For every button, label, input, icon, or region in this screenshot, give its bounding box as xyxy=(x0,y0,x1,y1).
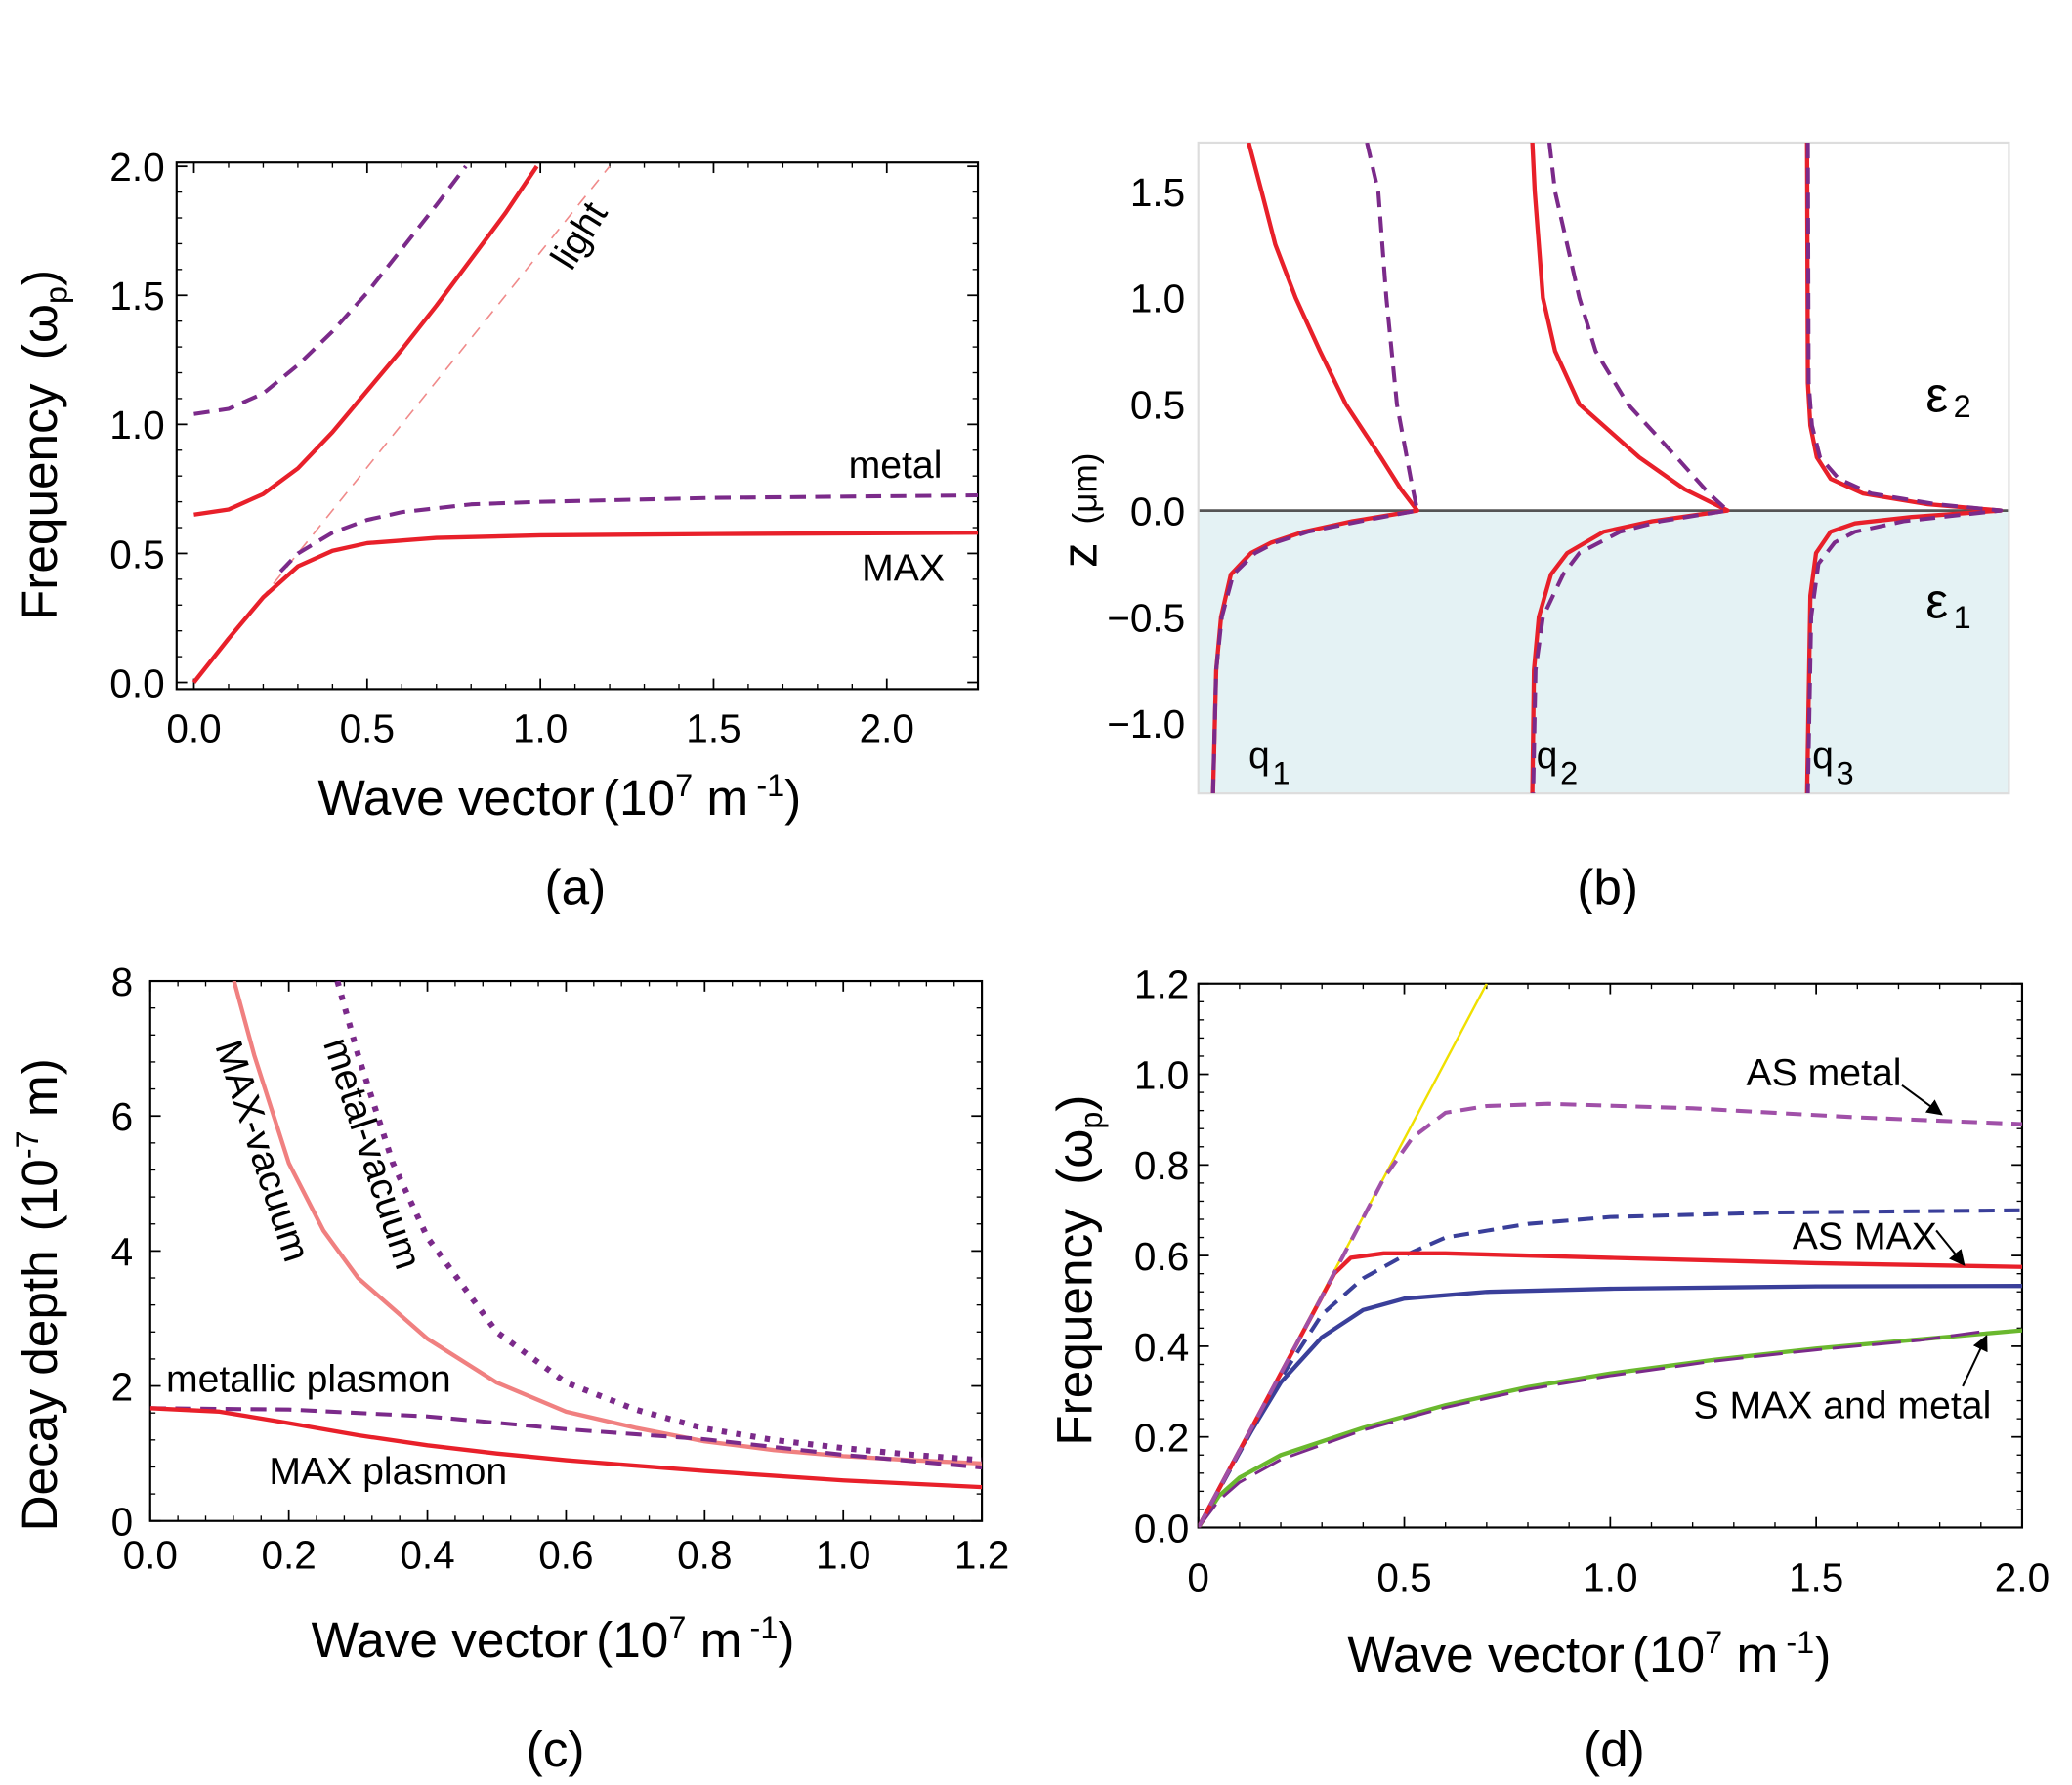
y-tick-label: 0.5 xyxy=(1130,383,1185,428)
panel-a: 0.0 0.5 1.0 1.5 2.0 0.0 0.5 1.0 1.5 2.0 xyxy=(109,145,980,750)
annotation-max: MAX xyxy=(862,548,945,590)
x-tick-label: 0.4 xyxy=(400,1532,454,1577)
y-tick-label: 0.0 xyxy=(1130,489,1185,533)
panel-d: 0 0.5 1.0 1.5 2.0 0.0 0.2 0.4 0.6 0.8 1.0 1.2 xyxy=(1134,962,2050,1600)
y-tick-label: 2 xyxy=(111,1364,134,1409)
series-line-4 xyxy=(149,1406,983,1490)
y-tick-label: 0.8 xyxy=(1134,1143,1189,1188)
panel-d-xlabel: Wave vector (107 m -1) xyxy=(1347,1625,1831,1682)
panel-d-ylabel: Frequency(ωp) xyxy=(1046,1094,1109,1445)
series-line-7 xyxy=(1198,1101,2022,1528)
annotation-metal: metal xyxy=(849,445,943,487)
y-tick-label: 0.2 xyxy=(1134,1416,1189,1461)
y-tick-label: 8 xyxy=(111,959,134,1004)
annotation-as-max: AS MAX xyxy=(1793,1215,1937,1257)
x-tick-label: 2.0 xyxy=(860,705,914,750)
panel-c: 0.0 0.2 0.4 0.6 0.8 1.0 1.2 0 2 4 6 8 xyxy=(111,959,1010,1577)
y-tick-label: 0.6 xyxy=(1134,1234,1189,1279)
x-tick-label: 1.5 xyxy=(1789,1554,1843,1599)
panel-c-xlabel: Wave vector (107 m -1) xyxy=(312,1610,795,1668)
x-tick-label: 0.0 xyxy=(123,1532,178,1577)
y-tick-label: −1.0 xyxy=(1107,701,1185,746)
x-tick-label: 2.0 xyxy=(1995,1554,2050,1599)
series-line-5 xyxy=(1198,1208,2022,1528)
x-tick-label: 1.0 xyxy=(1583,1554,1637,1599)
y-tick-label: 0.5 xyxy=(109,531,164,576)
panel-a-xlabel: Wave vector (107 m -1) xyxy=(317,768,801,826)
lower-medium-region xyxy=(1198,510,2009,794)
annotation-metallic-plasmon: metallic plasmon xyxy=(166,1358,451,1400)
x-tick-label: 1.0 xyxy=(816,1532,870,1577)
y-tick-label: 0.4 xyxy=(1134,1325,1189,1370)
series-line-4 xyxy=(278,492,979,574)
y-tick-label: 1.0 xyxy=(109,403,164,447)
y-tick-label: 1.5 xyxy=(109,274,164,319)
series-line-3 xyxy=(1530,142,1730,794)
x-tick-label: 0.2 xyxy=(261,1532,316,1577)
y-tick-label: 6 xyxy=(111,1094,134,1139)
annotation-max-vacuum: MAX-vacuum xyxy=(206,1036,317,1267)
y-tick-label: 1.0 xyxy=(1134,1052,1189,1097)
y-tick-label: 1.0 xyxy=(1130,276,1185,321)
panel-b-ylabel: z(μm) xyxy=(1052,453,1108,568)
arrow-as-metal xyxy=(1901,1084,1943,1116)
plot-frame xyxy=(1197,141,2010,795)
y-tick-label: 4 xyxy=(111,1229,134,1274)
panel-label-c: (c) xyxy=(527,1721,585,1777)
x-tick-label: 1.5 xyxy=(686,705,740,750)
annotation-max-plasmon: MAX plasmon xyxy=(269,1451,507,1493)
series-line-2 xyxy=(1198,1328,2022,1528)
arrow-s-max-and-metal xyxy=(1962,1335,1988,1387)
x-tick-label: 0 xyxy=(1187,1554,1209,1599)
series-line-3 xyxy=(149,1406,983,1470)
x-tick-label: 0.5 xyxy=(340,705,395,750)
panel-label-b: (b) xyxy=(1577,860,1638,915)
x-tick-label: 0.5 xyxy=(1376,1554,1431,1599)
panel-c-ylabel: Decay depth(10-7 m) xyxy=(10,1058,67,1531)
annotation-as-metal: AS metal xyxy=(1747,1052,1902,1094)
x-tick-label: 0.6 xyxy=(538,1532,593,1577)
y-tick-label: 0.0 xyxy=(1134,1506,1189,1551)
series-line-5 xyxy=(191,531,979,684)
y-tick-label: 2.0 xyxy=(109,145,164,190)
y-tick-label: −0.5 xyxy=(1107,595,1185,640)
series-line-3 xyxy=(1198,1330,1981,1528)
y-tick-label: 0 xyxy=(111,1500,134,1545)
x-tick-label: 0.8 xyxy=(677,1532,732,1577)
annotation-s-max-and-metal: S MAX and metal xyxy=(1693,1384,1991,1426)
panel-label-a: (a) xyxy=(545,860,607,915)
x-tick-label: 1.0 xyxy=(513,705,568,750)
panel-b: −1.0 −0.5 0.0 0.5 1.0 1.5 xyxy=(1107,141,2010,795)
series-line-4 xyxy=(1531,142,1730,794)
series-line-3 xyxy=(193,164,539,517)
annotation-light: light xyxy=(543,194,616,276)
series-line-2 xyxy=(193,164,468,416)
x-tick-label: 1.2 xyxy=(954,1532,1009,1577)
x-tick-label: 0.0 xyxy=(166,705,221,750)
annotation-metal-vacuum: metal-vacuum xyxy=(315,1033,429,1274)
arrow-as-max xyxy=(1935,1229,1966,1266)
panel-label-d: (d) xyxy=(1584,1721,1645,1777)
series-line-2 xyxy=(1210,142,1419,794)
series-line-6 xyxy=(1805,142,2004,794)
series-line-2 xyxy=(334,981,983,1464)
y-tick-label: 1.2 xyxy=(1134,962,1189,1007)
y-tick-label: 0.0 xyxy=(109,660,164,705)
y-tick-label: 1.5 xyxy=(1130,170,1185,215)
plot-frame xyxy=(175,161,980,691)
panel-a-ylabel: Frequency(ωp) xyxy=(12,270,74,620)
